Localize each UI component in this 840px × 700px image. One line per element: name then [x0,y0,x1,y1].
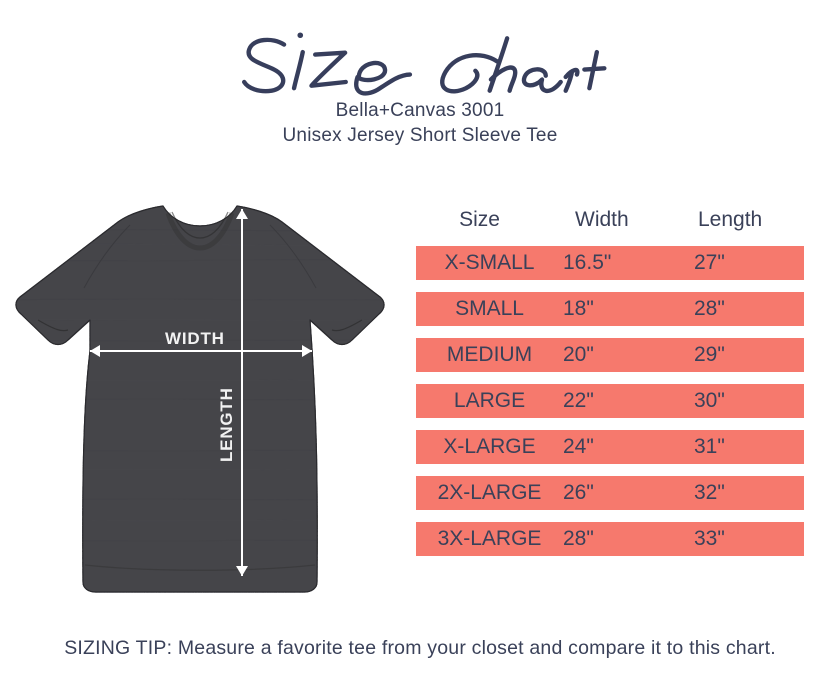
svg-text:LENGTH: LENGTH [217,387,236,462]
svg-text:WIDTH: WIDTH [165,329,225,348]
